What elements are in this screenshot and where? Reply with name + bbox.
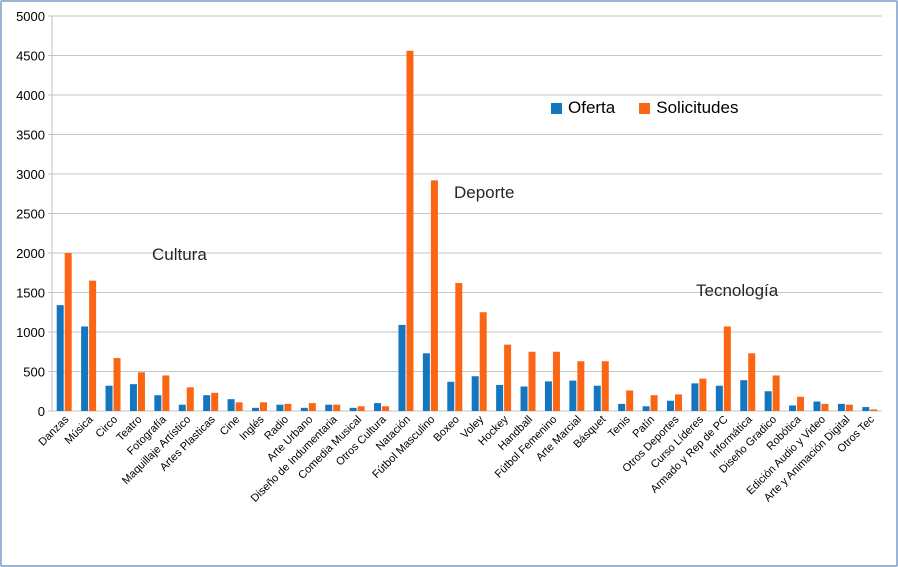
bar-oferta-0 [56,305,64,411]
y-tick-label-3500: 3500 [16,128,45,143]
bar-oferta-33 [862,407,870,411]
bar-solicitudes-9 [284,403,292,411]
bar-oferta-9 [276,404,284,411]
bar-solicitudes-13 [382,406,390,411]
group-label-cultura: Cultura [152,245,207,264]
x-label-1: Música [63,413,97,447]
bar-solicitudes-32 [845,404,853,411]
bar-oferta-8 [252,407,259,411]
y-tick-label-4500: 4500 [16,49,45,64]
bar-solicitudes-7 [235,402,243,411]
bar-oferta-21 [569,380,577,411]
bar-oferta-16 [447,381,455,411]
legend-item-solicitudes: Solicitudes [639,98,738,118]
y-tick-label-500: 500 [23,365,45,380]
bar-solicitudes-8 [260,402,267,411]
bar-oferta-22 [593,385,601,411]
y-tick-label-3000: 3000 [16,167,45,182]
y-tick-label-2500: 2500 [16,207,45,222]
bar-oferta-2 [105,385,113,411]
bar-solicitudes-12 [357,406,365,411]
y-tick-label-1500: 1500 [16,286,45,301]
y-tick-label-2000: 2000 [16,246,45,261]
bar-solicitudes-1 [89,280,97,411]
bar-solicitudes-14 [406,50,414,411]
bar-solicitudes-6 [211,392,219,411]
bar-oferta-7 [227,399,235,411]
bar-solicitudes-11 [333,404,341,411]
group-label-tecnologia: Tecnología [696,281,779,300]
bar-solicitudes-17 [479,312,487,411]
bar-oferta-25 [667,400,674,411]
bar-oferta-20 [544,381,552,411]
bar-solicitudes-27 [723,326,731,411]
bar-solicitudes-2 [113,358,121,411]
bar-solicitudes-19 [528,351,536,411]
oferta-swatch-icon [551,102,562,114]
bar-solicitudes-28 [748,353,756,411]
bar-solicitudes-33 [870,409,878,411]
bar-solicitudes-5 [186,387,194,411]
legend-label-solicitudes: Solicitudes [656,98,739,117]
bar-oferta-4 [154,395,162,411]
bar-oferta-17 [471,376,479,411]
bar-solicitudes-4 [162,375,170,411]
bar-solicitudes-24 [650,395,658,411]
bar-solicitudes-31 [821,403,829,411]
legend-label-oferta: Oferta [568,98,616,117]
bar-oferta-18 [496,384,504,411]
bar-oferta-32 [837,403,845,411]
bar-oferta-30 [789,405,797,411]
bar-oferta-26 [691,383,699,411]
x-label-8: Inglés [237,413,267,443]
bar-solicitudes-30 [797,396,805,411]
bar-solicitudes-10 [308,403,316,411]
bar-solicitudes-22 [601,361,609,411]
bar-oferta-24 [642,406,650,411]
bar-oferta-15 [422,353,430,411]
bar-oferta-27 [715,385,723,411]
bar-oferta-23 [618,403,626,411]
y-tick-label-1000: 1000 [16,325,45,340]
bar-oferta-13 [374,403,382,411]
bar-solicitudes-21 [577,361,585,411]
bar-oferta-1 [81,326,89,411]
bar-solicitudes-16 [455,283,463,411]
bar-oferta-3 [129,384,137,411]
chart-legend: Oferta Solicitudes [551,98,738,118]
bar-solicitudes-25 [675,394,682,411]
bar-oferta-19 [520,386,528,411]
bar-solicitudes-26 [699,378,707,411]
bar-solicitudes-3 [137,372,145,411]
bar-solicitudes-15 [430,180,438,411]
bar-solicitudes-29 [772,375,780,411]
bar-oferta-14 [398,324,406,411]
bar-solicitudes-0 [64,253,72,411]
y-tick-label-0: 0 [38,404,45,419]
group-label-deporte: Deporte [454,183,515,202]
bar-oferta-29 [764,391,772,411]
x-label-16: Boxeo [431,414,462,445]
bar-oferta-31 [813,401,821,411]
bar-oferta-5 [178,404,186,411]
bar-oferta-28 [740,380,748,411]
bar-solicitudes-23 [626,390,634,411]
legend-item-oferta: Oferta [551,98,615,118]
bar-solicitudes-18 [504,344,512,411]
bar-oferta-12 [349,407,357,411]
x-label-23: Tenis [606,413,633,440]
y-tick-label-5000: 5000 [16,9,45,24]
bar-oferta-10 [300,407,308,411]
solicitudes-swatch-icon [639,102,651,114]
bar-solicitudes-20 [552,351,560,411]
bar-oferta-11 [325,404,333,411]
bar-oferta-6 [203,395,211,411]
y-tick-label-4000: 4000 [16,88,45,103]
